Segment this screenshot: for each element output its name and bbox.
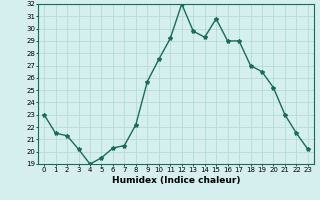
X-axis label: Humidex (Indice chaleur): Humidex (Indice chaleur) xyxy=(112,176,240,185)
